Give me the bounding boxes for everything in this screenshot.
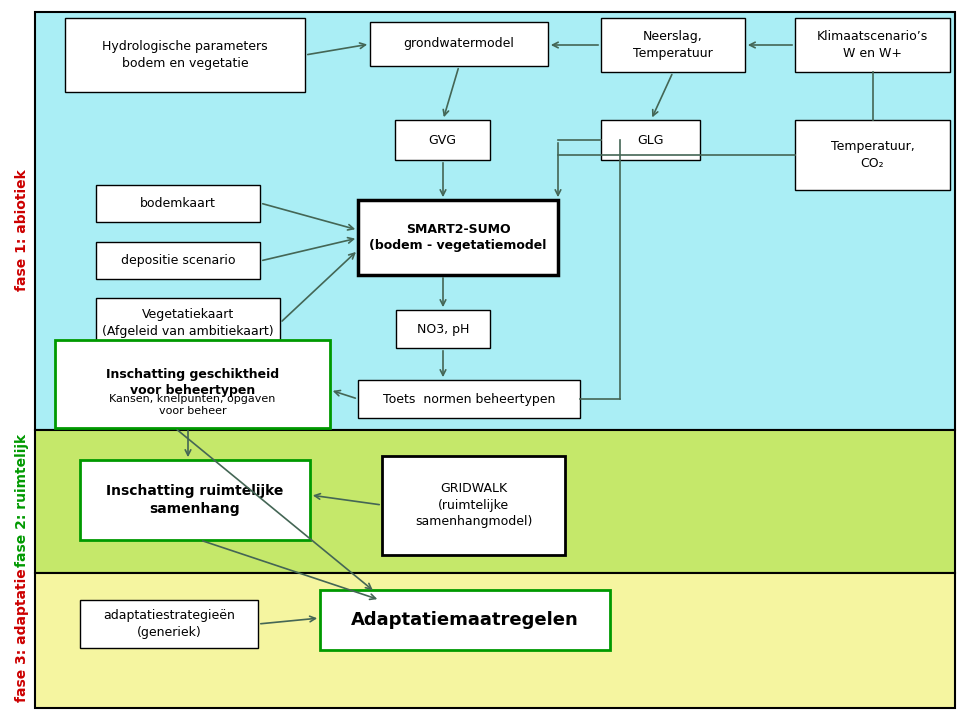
Text: SMART2-SUMO
(bodem - vegetatiemodel: SMART2-SUMO (bodem - vegetatiemodel	[370, 222, 546, 252]
Text: Toets  normen beheertypen: Toets normen beheertypen	[383, 392, 555, 405]
Bar	[601, 120, 700, 160]
Text: fase 3: adaptatie: fase 3: adaptatie	[15, 568, 29, 702]
Text: Vegetatiekaart
(Afgeleid van ambitiekaart): Vegetatiekaart (Afgeleid van ambitiekaar…	[102, 308, 274, 338]
Text: Hydrologische parameters
bodem en vegetatie: Hydrologische parameters bodem en vegeta…	[102, 40, 268, 70]
Bar	[358, 380, 580, 418]
Text: GVG: GVG	[428, 133, 457, 146]
Text: bodemkaart: bodemkaart	[140, 197, 216, 210]
Bar	[80, 460, 310, 540]
Text: fase 2: ruimtelijk: fase 2: ruimtelijk	[15, 433, 29, 567]
Text: adaptatiestrategieën
(generiek): adaptatiestrategieën (generiek)	[103, 609, 235, 639]
Bar	[35, 12, 955, 430]
Bar	[35, 573, 955, 708]
Bar	[35, 430, 955, 573]
Text: depositie scenario: depositie scenario	[121, 254, 235, 267]
Text: Inschatting ruimtelijke
samenhang: Inschatting ruimtelijke samenhang	[107, 484, 284, 516]
Bar	[395, 120, 490, 160]
Text: GRIDWALK
(ruimtelijke
samenhangmodel): GRIDWALK (ruimtelijke samenhangmodel)	[415, 482, 532, 528]
Bar	[65, 18, 305, 92]
Bar	[795, 120, 950, 190]
Bar	[55, 340, 330, 428]
Text: Inschatting geschiktheid
voor beheertypen: Inschatting geschiktheid voor beheertype…	[106, 368, 279, 397]
Text: NO3, pH: NO3, pH	[417, 323, 469, 336]
Bar	[601, 18, 745, 72]
Text: Kansen, knelpunten, opgaven
voor beheer: Kansen, knelpunten, opgaven voor beheer	[109, 394, 276, 416]
Text: GLG: GLG	[637, 133, 663, 146]
Bar	[96, 242, 260, 279]
Bar	[320, 590, 610, 650]
Bar	[382, 456, 565, 555]
Text: Adaptatiemaatregelen: Adaptatiemaatregelen	[351, 611, 579, 629]
Bar	[96, 298, 280, 348]
Text: grondwatermodel: grondwatermodel	[403, 37, 515, 50]
Bar	[96, 185, 260, 222]
Bar	[358, 200, 558, 275]
Text: Neerslag,
Temperatuur: Neerslag, Temperatuur	[634, 30, 713, 60]
Bar	[396, 310, 490, 348]
Text: Temperatuur,
CO₂: Temperatuur, CO₂	[830, 140, 914, 170]
Text: Klimaatscenario’s
W en W+: Klimaatscenario’s W en W+	[817, 30, 928, 60]
Bar	[795, 18, 950, 72]
Bar	[80, 600, 258, 648]
Text: fase 1: abiotiek: fase 1: abiotiek	[15, 169, 29, 291]
Bar	[370, 22, 548, 66]
